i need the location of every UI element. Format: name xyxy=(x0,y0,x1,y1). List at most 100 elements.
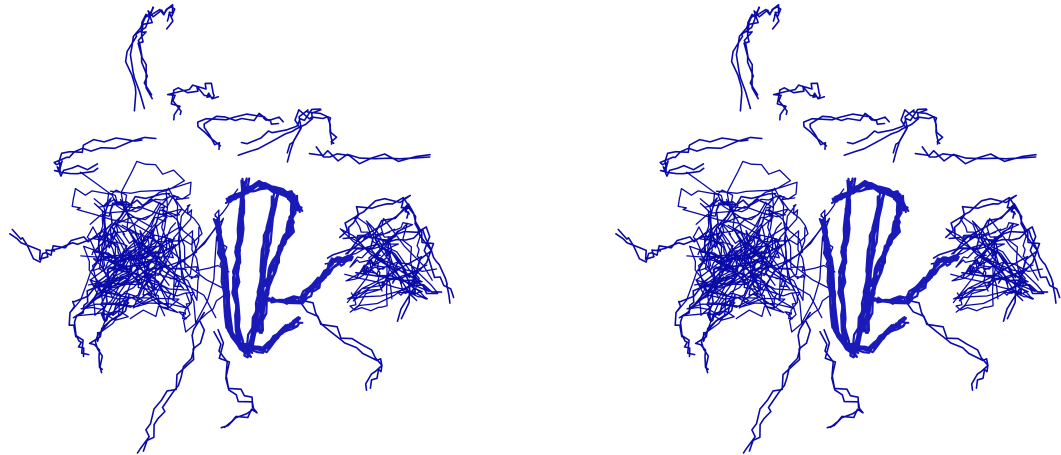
backbone-trace xyxy=(751,238,801,320)
backbone-trace xyxy=(79,171,190,228)
backbone-trace xyxy=(349,222,415,288)
backbone-loop xyxy=(73,276,123,358)
backbone-core-strand xyxy=(227,181,301,214)
backbone-loop xyxy=(735,6,761,110)
backbone-loop xyxy=(742,320,812,454)
backbone-core-strand xyxy=(269,258,350,305)
backbone-loop xyxy=(903,298,989,389)
backbone-trace xyxy=(709,160,792,256)
ensemble-render-left xyxy=(9,3,455,454)
backbone-loop xyxy=(217,328,258,429)
backbone-loop xyxy=(617,228,720,263)
backbone-loop xyxy=(56,137,143,177)
backbone-loop xyxy=(892,109,944,154)
backbone-loop xyxy=(315,146,431,165)
backbone-core-strand xyxy=(833,181,907,214)
backbone-loop xyxy=(53,136,157,175)
backbone-trace xyxy=(71,211,170,312)
backbone-trace xyxy=(107,181,198,290)
backbone-trace xyxy=(83,235,177,343)
backbone-loop xyxy=(142,311,205,452)
backbone-core-strand xyxy=(271,254,353,305)
backbone-trace xyxy=(713,181,804,290)
backbone-trace xyxy=(685,171,796,228)
backbone-core-strand xyxy=(843,321,910,351)
backbone-loop xyxy=(776,85,819,121)
backbone-core-strand xyxy=(249,193,279,348)
backbone-loop xyxy=(237,109,322,157)
backbone-trace xyxy=(741,217,831,324)
backbone-loop xyxy=(662,137,749,177)
backbone-core-strand xyxy=(239,316,301,350)
backbone-loop xyxy=(659,136,763,175)
backbone-loop xyxy=(694,299,732,371)
backbone-loop xyxy=(9,232,115,260)
backbone-loop xyxy=(679,276,729,358)
backbone-loop xyxy=(297,298,383,389)
backbone-core-strand xyxy=(260,196,295,334)
backbone-core-strand xyxy=(875,258,956,305)
backbone-trace xyxy=(693,222,787,286)
backbone-loop xyxy=(748,311,811,452)
backbone-trace xyxy=(350,234,423,302)
backbone-core-strand xyxy=(246,195,274,347)
backbone-trace xyxy=(689,235,783,343)
backbone-core-strand xyxy=(235,177,249,356)
backbone-loop xyxy=(615,232,721,260)
backbone-loop xyxy=(809,112,890,151)
backbone-core-strand xyxy=(852,195,880,347)
backbone-loop xyxy=(88,299,126,371)
backbone-trace xyxy=(688,206,776,310)
backbone-loop xyxy=(299,299,383,391)
backbone-loop xyxy=(743,6,782,96)
backbone-trace xyxy=(71,187,172,260)
backbone-trace xyxy=(137,229,199,293)
backbone-trace xyxy=(95,225,190,291)
backbone-loop xyxy=(240,108,322,145)
backbone-trace xyxy=(145,238,195,320)
stereo-right-view xyxy=(606,0,1061,455)
backbone-trace xyxy=(955,236,999,312)
backbone-trace xyxy=(87,222,181,286)
backbone-core-strand xyxy=(866,196,901,334)
backbone-loop xyxy=(326,226,455,299)
backbone-trace xyxy=(743,229,805,293)
backbone-trace xyxy=(686,244,772,316)
backbone-loop xyxy=(945,196,1017,239)
backbone-core-strand xyxy=(237,321,304,351)
backbone-loop xyxy=(823,328,864,429)
backbone-trace xyxy=(733,229,837,333)
ensemble-group-right xyxy=(615,3,1061,454)
backbone-loop xyxy=(166,82,220,116)
backbone-loop xyxy=(772,82,826,116)
backbone-loop xyxy=(213,330,255,429)
backbone-trace xyxy=(956,234,1029,302)
stereo-left-view xyxy=(0,0,530,455)
backbone-trace xyxy=(677,211,776,312)
backbone-trace xyxy=(103,160,186,256)
backbone-trace xyxy=(80,244,166,316)
backbone-loop xyxy=(286,109,338,154)
backbone-trace xyxy=(677,187,778,260)
backbone-loop xyxy=(124,6,154,112)
backbone-loop xyxy=(137,3,174,100)
backbone-loop xyxy=(129,6,155,110)
backbone-loop xyxy=(170,85,213,121)
backbone-loop xyxy=(730,6,760,112)
backbone-trace xyxy=(353,216,404,285)
backbone-core-strand xyxy=(821,218,853,355)
backbone-core-strand xyxy=(855,193,885,348)
backbone-loop xyxy=(308,149,431,162)
backbone-trace xyxy=(959,216,1010,285)
backbone-core-strand xyxy=(841,177,855,356)
backbone-core-strand xyxy=(845,316,907,350)
backbone-loop xyxy=(846,108,928,145)
backbone-loop xyxy=(932,226,1061,299)
backbone-trace xyxy=(963,232,1003,276)
backbone-trace xyxy=(357,232,397,276)
backbone-loop xyxy=(921,146,1037,165)
backbone-loop xyxy=(843,109,928,157)
backbone-loop xyxy=(914,149,1037,162)
backbone-trace xyxy=(955,222,1021,288)
backbone-loop xyxy=(11,228,114,263)
